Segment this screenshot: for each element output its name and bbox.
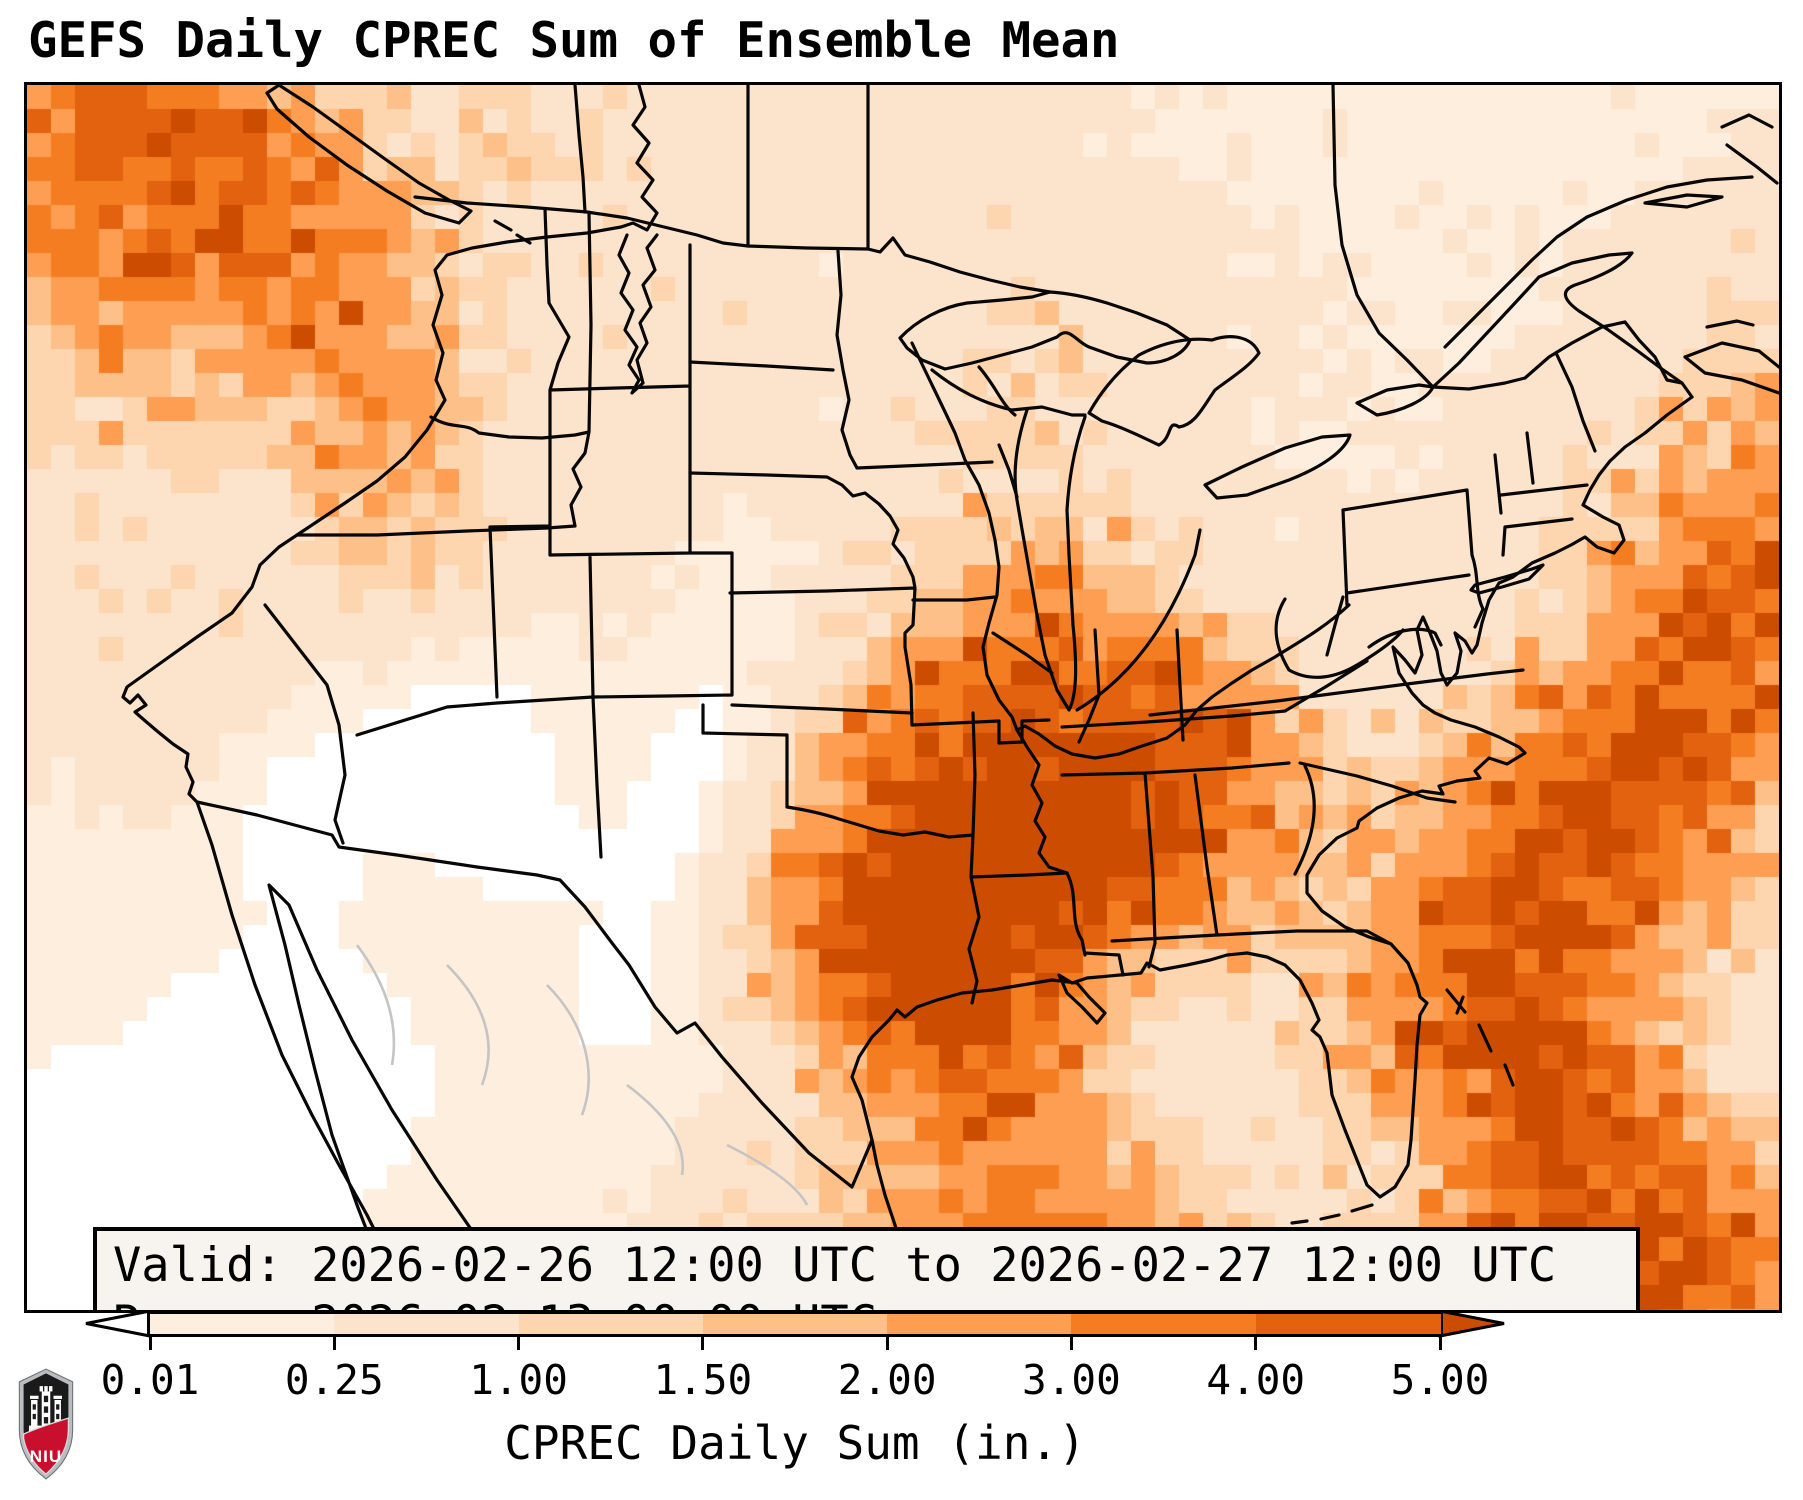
niu-logo-text: NIU	[30, 1447, 63, 1466]
colorbar-tick	[1069, 1337, 1073, 1350]
precip-map: Valid: 2026-02-26 12:00 UTC to 2026-02-2…	[24, 82, 1782, 1313]
colorbar-segment	[887, 1314, 1073, 1334]
lake-michigan	[997, 408, 1087, 712]
colorbar-tick-label: 1.50	[653, 1356, 753, 1404]
colorbar	[147, 1311, 1443, 1337]
precip-field-canvas	[27, 85, 1779, 1310]
colorbar-tick	[148, 1337, 152, 1350]
long-island	[1469, 563, 1545, 595]
colorbar-tick-label: 0.25	[284, 1356, 384, 1404]
colorbar-tick-label: 0.01	[100, 1356, 200, 1404]
figure-title: GEFS Daily CPREC Sum of Ensemble Mean	[28, 12, 1120, 69]
lake-erie	[1203, 433, 1352, 500]
puget-sound	[617, 233, 659, 395]
niu-logo: NIU	[18, 1368, 74, 1480]
colorbar-tick	[332, 1337, 336, 1350]
east-coastline	[850, 395, 1694, 1310]
colorbar-segment	[150, 1314, 336, 1334]
colorbar-tick	[1254, 1337, 1258, 1350]
colorbar-tick-label: 1.00	[469, 1356, 568, 1404]
colorbar-segment	[702, 1314, 889, 1334]
colorbar-tick	[701, 1337, 705, 1350]
colorbar-under-arrow	[85, 1309, 152, 1338]
colorbar-segment	[518, 1314, 704, 1334]
validity-info-box: Valid: 2026-02-26 12:00 UTC to 2026-02-2…	[93, 1227, 1640, 1310]
west-coastline	[121, 85, 874, 1305]
colorbar-tick	[885, 1337, 889, 1350]
black-borders-layer	[121, 85, 1779, 1310]
colorbar-tick	[517, 1337, 521, 1350]
valid-range-text: Valid: 2026-02-26 12:00 UTC to 2026-02-2…	[113, 1238, 1557, 1293]
colorbar-tick-label: 2.00	[837, 1356, 937, 1404]
colorbar-tick-label: 3.00	[1022, 1356, 1121, 1404]
colorbar-arrows	[85, 1309, 1505, 1338]
west-virginia	[1274, 595, 1405, 679]
mississippi-river	[910, 341, 1125, 977]
colorbar-tick-label: 5.00	[1390, 1356, 1490, 1404]
colorbar-over-arrow	[1438, 1309, 1505, 1338]
colorbar-segment	[334, 1314, 520, 1334]
colorbar-segment	[1071, 1314, 1257, 1334]
us-canada-border	[413, 195, 1052, 294]
canada-province-borders	[573, 85, 1435, 389]
run-time-text: Run: 2026-02-13 00:00 UTC	[113, 1295, 1636, 1310]
geography-overlay	[121, 85, 1779, 1310]
lake-superior	[898, 290, 1192, 371]
colorbar-tick-label: 4.00	[1206, 1356, 1306, 1404]
colorbar-tick	[1438, 1337, 1442, 1350]
colorbar-segment	[1255, 1314, 1441, 1334]
florida-keys	[1290, 1203, 1374, 1225]
bahamas	[1445, 988, 1515, 1087]
lake-huron	[1087, 335, 1261, 447]
vancouver-island	[265, 85, 532, 245]
lake-ontario	[1355, 383, 1435, 417]
ohio-river	[1015, 603, 1351, 760]
colorbar-axis-label: CPREC Daily Sum (in.)	[504, 1416, 1086, 1470]
